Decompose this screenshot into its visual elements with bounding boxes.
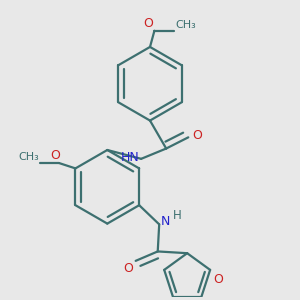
Text: N: N: [161, 215, 170, 229]
Text: O: O: [192, 129, 202, 142]
Text: O: O: [50, 148, 60, 162]
Text: H: H: [173, 209, 182, 222]
Text: CH₃: CH₃: [175, 20, 196, 30]
Text: CH₃: CH₃: [19, 152, 39, 162]
Text: O: O: [123, 262, 133, 275]
Text: HN: HN: [121, 151, 140, 164]
Text: O: O: [143, 17, 153, 30]
Text: O: O: [214, 273, 224, 286]
